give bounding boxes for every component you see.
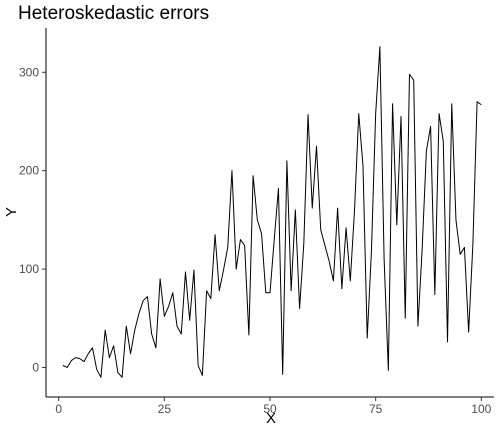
y-axis-label: Y: [3, 207, 20, 217]
x-tick-label: 25: [158, 402, 172, 416]
series-line: [62, 46, 482, 378]
x-tick-label: 100: [471, 402, 491, 416]
chart-title: Heteroskedastic errors: [18, 3, 209, 24]
x-axis-ticks: 0 25 50 75 100: [55, 397, 492, 416]
y-tick-label: 0: [32, 360, 39, 374]
y-tick-label: 100: [19, 262, 39, 276]
y-tick-label: 300: [19, 65, 39, 79]
x-tick-label: 50: [263, 402, 277, 416]
x-axis-label: X: [266, 410, 276, 427]
x-tick-label: 75: [369, 402, 383, 416]
y-tick-label: 200: [19, 164, 39, 178]
x-tick-label: 0: [55, 402, 62, 416]
y-axis-ticks: 0 100 200 300: [19, 65, 46, 374]
